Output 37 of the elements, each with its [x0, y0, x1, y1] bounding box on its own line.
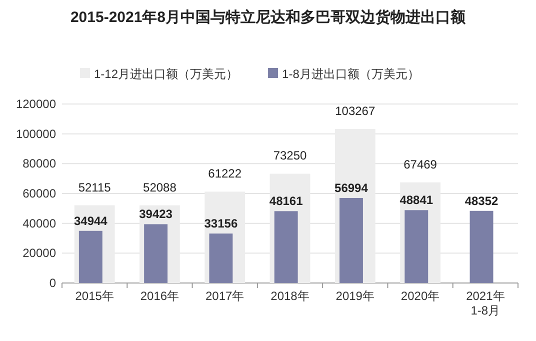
x-tick-label: 2017年 [206, 289, 244, 303]
x-tick-label: 2015年 [75, 289, 114, 303]
data-label: 33156 [204, 216, 238, 231]
y-tick-label: 40000 [22, 216, 56, 230]
data-label: 73250 [273, 148, 308, 163]
x-tick-label: 2018年 [270, 289, 310, 303]
data-label: 48161 [269, 194, 304, 208]
legend-label: 1-8月进出口额（万美元） [282, 67, 420, 81]
bar [340, 198, 363, 283]
data-label: 67469 [404, 157, 438, 172]
chart-title: 2015-2021年8月中国与特立尼达和多巴哥双边货物进出口额 [70, 8, 467, 26]
x-tick-label: 2020年 [400, 289, 440, 303]
data-label: 39423 [139, 207, 173, 222]
data-label: 52115 [78, 180, 112, 194]
y-tick-label: 0 [49, 276, 56, 290]
bar [144, 224, 168, 283]
y-tick-label: 120000 [16, 97, 56, 111]
bar [470, 210, 494, 283]
data-label: 103267 [335, 104, 376, 118]
y-tick-label: 80000 [22, 156, 56, 171]
data-label: 48841 [400, 193, 434, 208]
y-tick-label: 20000 [22, 246, 56, 260]
bar [274, 211, 298, 283]
data-label: 48352 [464, 194, 499, 208]
x-tick-label: 2019年 [336, 289, 374, 303]
legend-label: 1-12月进出口额（万美元） [94, 67, 238, 81]
data-label: 34944 [74, 214, 108, 228]
bar [78, 230, 102, 283]
bar [209, 234, 233, 283]
data-label: 61222 [208, 166, 242, 181]
x-tick-label: 2021年 1-8月 [466, 289, 505, 318]
y-tick-label: 60000 [22, 186, 56, 200]
data-label: 56994 [334, 180, 368, 195]
x-tick-label: 2016年 [140, 289, 180, 303]
data-label: 52088 [143, 180, 177, 194]
bar [404, 210, 428, 283]
y-tick-label: 100000 [16, 126, 56, 141]
